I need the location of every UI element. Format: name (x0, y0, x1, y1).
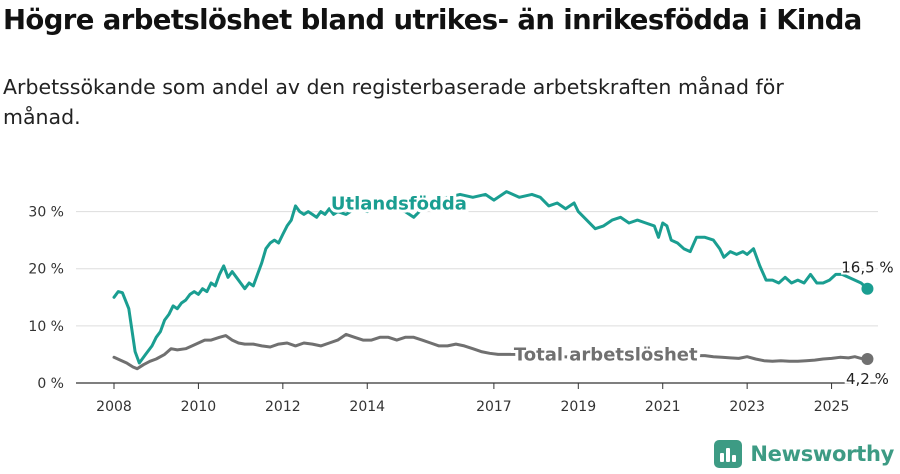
series-lines (112, 190, 874, 371)
y-axis-ticks: 0 % 10 % 20 % 30 % (28, 205, 64, 392)
series-end-label: 16,5 % (841, 259, 893, 277)
grid-lines (76, 211, 878, 327)
x-tick-label: 2014 (349, 399, 385, 415)
x-tick-label: 2019 (560, 399, 596, 415)
brand-name: Newsworthy (750, 442, 894, 466)
series-label-total: Total arbetslöshet (514, 345, 698, 366)
brand: Newsworthy (714, 440, 894, 468)
series-end-marker (861, 353, 874, 365)
x-axis: 2008 2010 2012 2014 2017 2019 2021 2023 2025 (76, 382, 878, 415)
newsworthy-logo-icon (714, 440, 743, 468)
series-labels: 16,5 % 4,2 % Utlandsfödda Total arbetslöshe… (328, 190, 896, 390)
series-end-label: 4,2 % (846, 370, 889, 388)
x-tick-label: 2025 (814, 399, 850, 415)
y-tick-label: 10 % (28, 319, 64, 335)
y-tick-label: 20 % (28, 262, 64, 278)
x-tick-label: 2012 (265, 399, 301, 415)
chart-title: Högre arbetslöshet bland utrikes- än inr… (3, 4, 862, 36)
chart-subtitle: Arbetssökande som andel av den registerb… (3, 75, 784, 129)
series-label-utlandsfodda: Utlandsfödda (331, 193, 467, 214)
y-tick-label: 30 % (28, 205, 64, 221)
x-tick-label: 2008 (96, 399, 132, 415)
x-tick-label: 2023 (729, 399, 765, 415)
x-tick-label: 2017 (476, 399, 512, 415)
series-line-total (112, 332, 869, 371)
y-tick-label: 0 % (37, 376, 64, 392)
x-tick-label: 2010 (181, 399, 217, 415)
x-tick-label: 2021 (645, 399, 681, 415)
series-end-marker (861, 282, 874, 295)
series-line-utlandsfodda (112, 190, 869, 365)
